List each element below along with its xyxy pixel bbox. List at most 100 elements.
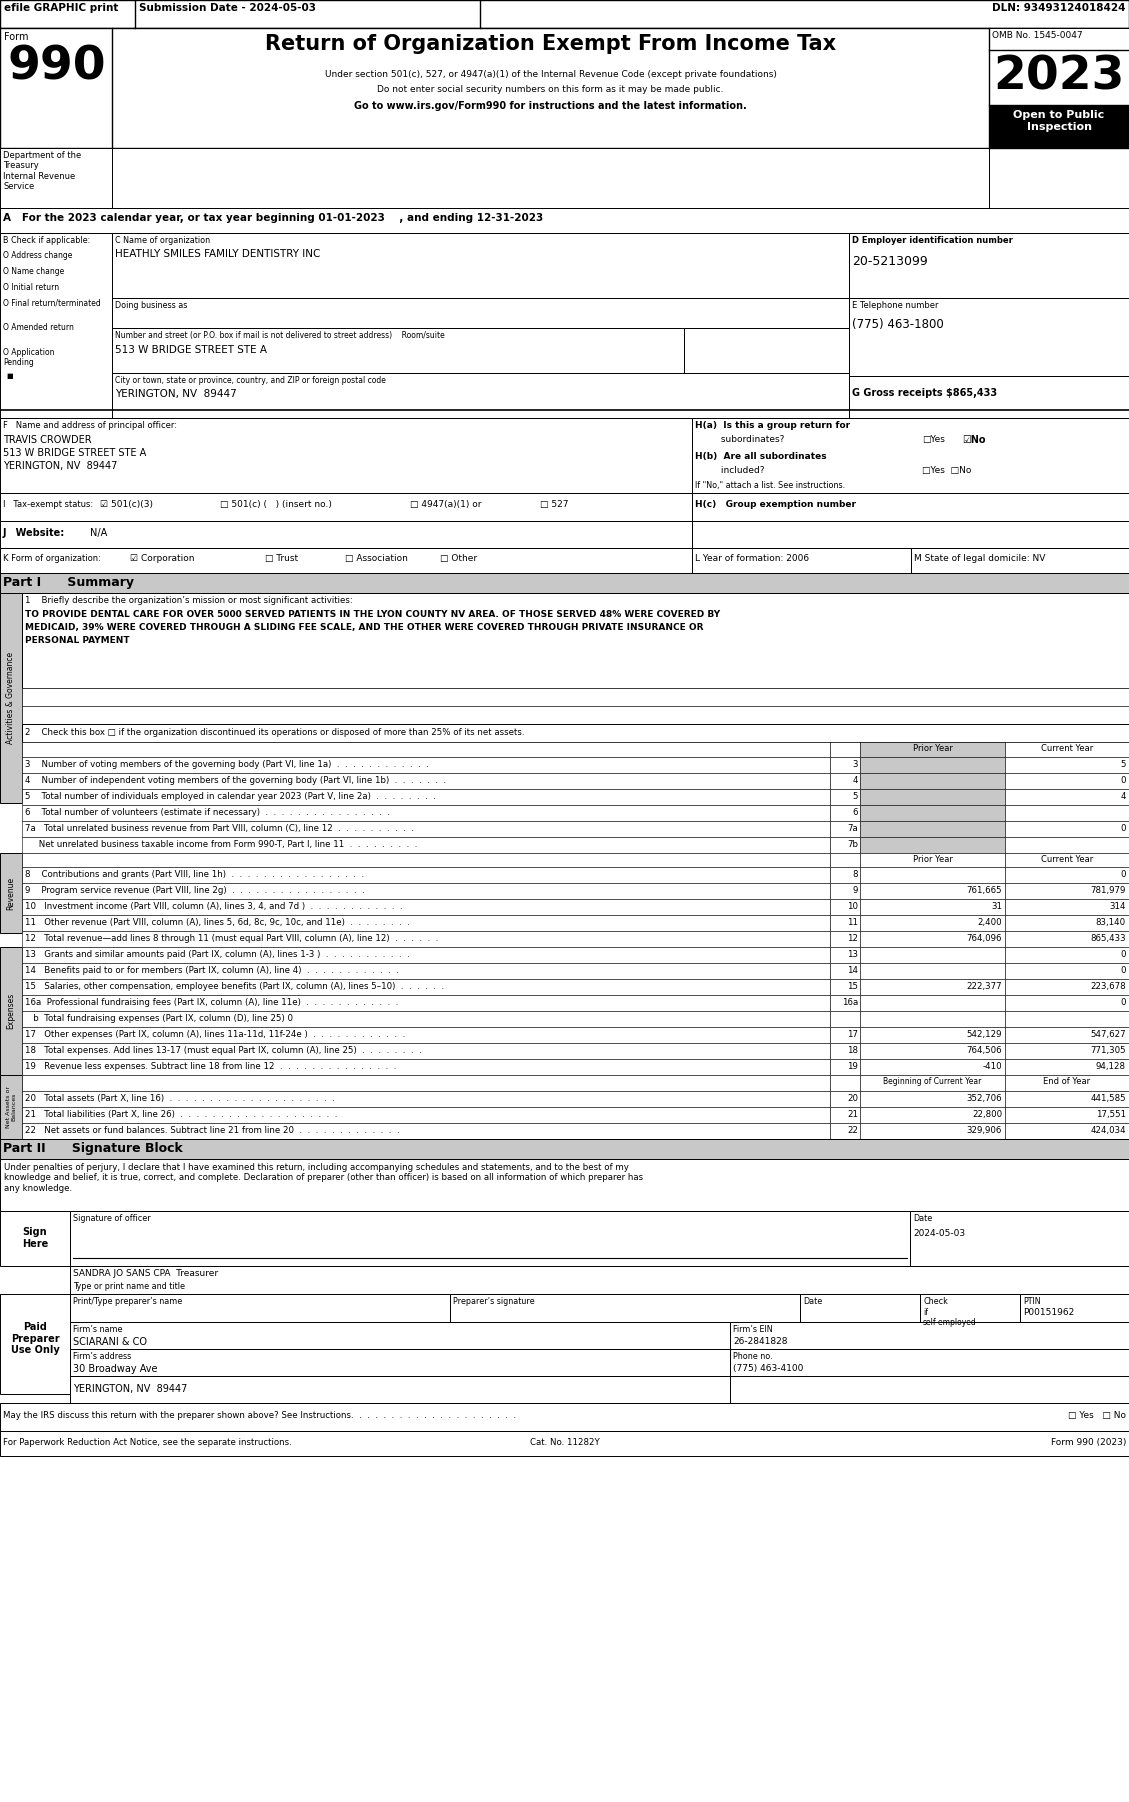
Bar: [1005, 995, 1129, 1011]
Bar: [989, 50, 1129, 105]
Text: Cat. No. 11282Y: Cat. No. 11282Y: [530, 1438, 599, 1447]
Bar: [860, 1106, 1005, 1123]
Text: 11   Other revenue (Part VIII, column (A), lines 5, 6d, 8c, 9c, 10c, and 11e)  .: 11 Other revenue (Part VIII, column (A),…: [25, 917, 410, 926]
Text: ☑No: ☑No: [962, 434, 986, 445]
Text: Part I      Summary: Part I Summary: [3, 577, 134, 589]
Bar: [21, 757, 830, 773]
Bar: [21, 852, 830, 867]
Bar: [1005, 742, 1129, 757]
Text: 12   Total revenue—add lines 8 through 11 (must equal Part VIII, column (A), lin: 12 Total revenue—add lines 8 through 11 …: [25, 933, 438, 942]
Text: 547,627: 547,627: [1091, 1031, 1126, 1040]
Bar: [112, 297, 849, 328]
Text: Firm’s name: Firm’s name: [73, 1324, 123, 1333]
Text: Return of Organization Exempt From Income Tax: Return of Organization Exempt From Incom…: [265, 34, 837, 54]
Bar: [830, 883, 860, 899]
Bar: [1005, 836, 1129, 852]
Text: Date: Date: [913, 1215, 933, 1224]
Bar: [21, 805, 830, 822]
Bar: [849, 297, 1129, 377]
Text: Open to Public
Inspection: Open to Public Inspection: [1014, 110, 1104, 132]
Text: 352,706: 352,706: [966, 1094, 1003, 1103]
Text: D Employer identification number: D Employer identification number: [852, 236, 1013, 245]
Text: Phone no.: Phone no.: [733, 1352, 772, 1361]
Text: For Paperwork Reduction Act Notice, see the separate instructions.: For Paperwork Reduction Act Notice, see …: [3, 1438, 291, 1447]
Bar: [730, 1323, 1129, 1350]
Bar: [920, 1294, 1019, 1323]
Bar: [730, 1350, 1129, 1377]
Bar: [21, 1027, 830, 1043]
Text: ☑ 501(c)(3): ☑ 501(c)(3): [100, 499, 154, 508]
Text: 13   Grants and similar amounts paid (Part IX, column (A), lines 1-3 )  .  .  . : 13 Grants and similar amounts paid (Part…: [25, 950, 410, 959]
Text: ☑ Corporation: ☑ Corporation: [130, 553, 194, 562]
Text: MEDICAID, 39% WERE COVERED THROUGH A SLIDING FEE SCALE, AND THE OTHER WERE COVER: MEDICAID, 39% WERE COVERED THROUGH A SLI…: [25, 623, 703, 633]
Bar: [830, 822, 860, 836]
Bar: [21, 1090, 830, 1106]
Bar: [21, 1123, 830, 1139]
Text: 2024-05-03: 2024-05-03: [913, 1229, 965, 1238]
Bar: [21, 867, 830, 883]
Text: 7a   Total unrelated business revenue from Part VIII, column (C), line 12  .  . : 7a Total unrelated business revenue from…: [25, 824, 414, 833]
Text: 20-5213099: 20-5213099: [852, 256, 928, 268]
Text: 990: 990: [8, 43, 106, 88]
Text: HEATHLY SMILES FAMILY DENTISTRY INC: HEATHLY SMILES FAMILY DENTISTRY INC: [115, 249, 321, 259]
Text: Activities & Governance: Activities & Governance: [7, 652, 16, 744]
Bar: [70, 1377, 730, 1404]
Bar: [0, 494, 1129, 521]
Text: O Address change: O Address change: [3, 250, 72, 259]
Bar: [1005, 915, 1129, 932]
Bar: [112, 373, 849, 418]
Bar: [21, 1011, 830, 1027]
Bar: [1005, 757, 1129, 773]
Text: 14: 14: [847, 966, 858, 975]
Bar: [1005, 948, 1129, 962]
Bar: [860, 867, 1005, 883]
Bar: [830, 757, 860, 773]
Bar: [21, 1043, 830, 1060]
Text: H(b)  Are all subordinates: H(b) Are all subordinates: [695, 452, 826, 461]
Text: 2023: 2023: [994, 54, 1124, 99]
Bar: [0, 1139, 1129, 1159]
Bar: [21, 995, 830, 1011]
Text: P00151962: P00151962: [1023, 1308, 1075, 1317]
Text: Current Year: Current Year: [1041, 744, 1093, 753]
Bar: [860, 1076, 1005, 1090]
Bar: [830, 978, 860, 995]
Text: O Application
Pending: O Application Pending: [3, 348, 54, 368]
Bar: [830, 1123, 860, 1139]
Bar: [1005, 822, 1129, 836]
Bar: [860, 1027, 1005, 1043]
Text: 0: 0: [1120, 966, 1126, 975]
Text: C Name of organization: C Name of organization: [115, 236, 210, 245]
Text: 329,906: 329,906: [966, 1126, 1003, 1135]
Text: Check: Check: [924, 1297, 948, 1306]
Bar: [830, 899, 860, 915]
Text: PTIN: PTIN: [1023, 1297, 1041, 1306]
Text: 441,585: 441,585: [1091, 1094, 1126, 1103]
Text: 5: 5: [1120, 760, 1126, 769]
Bar: [21, 822, 830, 836]
Bar: [21, 1060, 830, 1076]
Bar: [860, 852, 1005, 867]
Bar: [0, 1404, 1129, 1431]
Text: 8    Contributions and grants (Part VIII, line 1h)  .  .  .  .  .  .  .  .  .  .: 8 Contributions and grants (Part VIII, l…: [25, 870, 365, 879]
Bar: [112, 148, 989, 207]
Text: 8: 8: [852, 870, 858, 879]
Text: K Form of organization:: K Form of organization:: [3, 553, 100, 562]
Bar: [21, 688, 1129, 706]
Text: Current Year: Current Year: [1041, 854, 1093, 863]
Bar: [1005, 1043, 1129, 1060]
Text: 542,129: 542,129: [966, 1031, 1003, 1040]
Text: 3: 3: [852, 760, 858, 769]
Text: 0: 0: [1120, 950, 1126, 959]
Text: 1    Briefly describe the organization’s mission or most significant activities:: 1 Briefly describe the organization’s mi…: [25, 596, 352, 605]
Text: 21: 21: [847, 1110, 858, 1119]
Text: 771,305: 771,305: [1091, 1045, 1126, 1054]
Text: subordinates?: subordinates?: [695, 434, 785, 443]
Bar: [860, 962, 1005, 978]
Text: -410: -410: [982, 1061, 1003, 1070]
Bar: [0, 852, 21, 933]
Text: 513 W BRIDGE STREET STE A: 513 W BRIDGE STREET STE A: [3, 449, 147, 458]
Bar: [860, 773, 1005, 789]
Text: Prior Year: Prior Year: [912, 744, 953, 753]
Text: 6    Total number of volunteers (estimate if necessary)  .  .  .  .  .  .  .  . : 6 Total number of volunteers (estimate i…: [25, 807, 390, 816]
